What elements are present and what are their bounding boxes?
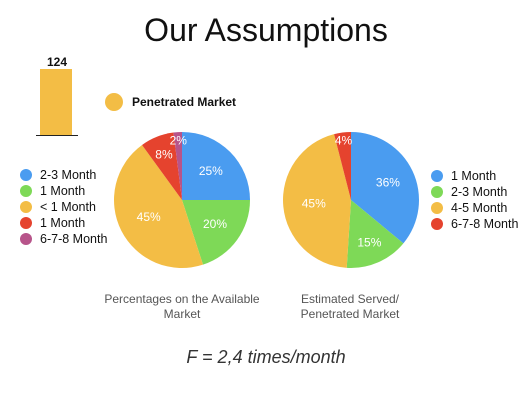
legend-item-3: 6-7-8 Month xyxy=(431,216,518,232)
legend-label: < 1 Month xyxy=(40,200,96,214)
legend-item-2: < 1 Month xyxy=(20,199,107,215)
legend-swatch xyxy=(431,186,443,198)
pie-slice-0 xyxy=(351,132,419,244)
legend-swatch xyxy=(20,185,32,197)
legend-swatch xyxy=(20,233,32,245)
pie-slice-label-0: 25% xyxy=(199,164,223,178)
pie-slice-label-0: 36% xyxy=(376,176,400,190)
pie-slice-0 xyxy=(182,132,250,200)
frequency-formula: F = 2,4 times/month xyxy=(186,347,346,367)
legend-available-market: 2-3 Month 1 Month < 1 Month 1 Month 6-7-8 Mo… xyxy=(20,167,107,247)
pie-slice-label-4: 2% xyxy=(170,133,188,147)
legend-label: 1 Month xyxy=(40,216,86,230)
bar-penetrated-market xyxy=(40,69,72,135)
pie-slice-label-1: 20% xyxy=(203,217,227,231)
bar-value-label: 124 xyxy=(46,55,68,69)
legend-label: 1 Month xyxy=(40,184,86,198)
caption-available-market: Percentages on the Available Market xyxy=(104,292,260,321)
legend-label-penetrated-market: Penetrated Market xyxy=(132,95,237,109)
legend-label: 1 Month xyxy=(451,169,497,183)
legend-swatch xyxy=(20,217,32,229)
legend-item-4: 6-7-8 Month xyxy=(20,231,107,247)
pie-slice-2 xyxy=(283,134,351,268)
legend-swatch-penetrated-market xyxy=(105,93,123,111)
legend-served-market: 1 Month 2-3 Month 4-5 Month 6-7-8 Month xyxy=(431,168,518,232)
legend-label: 6-7-8 Month xyxy=(451,217,519,231)
legend-item-1: 2-3 Month xyxy=(431,184,518,200)
pie-slice-1 xyxy=(346,200,404,268)
pie-slice-label-2: 45% xyxy=(137,210,161,224)
pie-slice-label-3: 8% xyxy=(155,147,173,161)
pie-slice-1 xyxy=(182,200,250,265)
legend-label: 2-3 Month xyxy=(40,168,97,182)
legend-item-0: 2-3 Month xyxy=(20,167,107,183)
legend-item-1: 1 Month xyxy=(20,183,107,199)
legend-label: 2-3 Month xyxy=(451,185,508,199)
legend-label: 6-7-8 Month xyxy=(40,232,108,246)
pie-slice-label-1: 15% xyxy=(357,235,381,249)
caption-served-market: Estimated Served/ Penetrated Market xyxy=(300,292,400,321)
legend-swatch xyxy=(431,202,443,214)
pie-slice-label-3: 4% xyxy=(335,134,353,148)
legend-swatch xyxy=(431,218,443,230)
legend-item-3: 1 Month xyxy=(20,215,107,231)
slide-title: Our Assumptions xyxy=(144,12,388,48)
bar-axis-baseline xyxy=(36,135,78,136)
legend-swatch xyxy=(20,169,32,181)
pie-slice-3 xyxy=(334,132,351,200)
legend-swatch xyxy=(431,170,443,182)
pie-slice-3 xyxy=(142,132,182,200)
legend-swatch xyxy=(20,201,32,213)
legend-item-2: 4-5 Month xyxy=(431,200,518,216)
legend-item-0: 1 Month xyxy=(431,168,518,184)
legend-label: 4-5 Month xyxy=(451,201,508,215)
pie-slice-4 xyxy=(173,132,182,200)
pie-chart-available-market: 25% 20% 45% 8%2% xyxy=(114,132,250,268)
pie-slice-2 xyxy=(114,144,204,268)
pie-slice-label-2: 45% xyxy=(302,197,326,211)
pie-chart-served-market: 36% 15% 45% 4% xyxy=(283,132,419,268)
